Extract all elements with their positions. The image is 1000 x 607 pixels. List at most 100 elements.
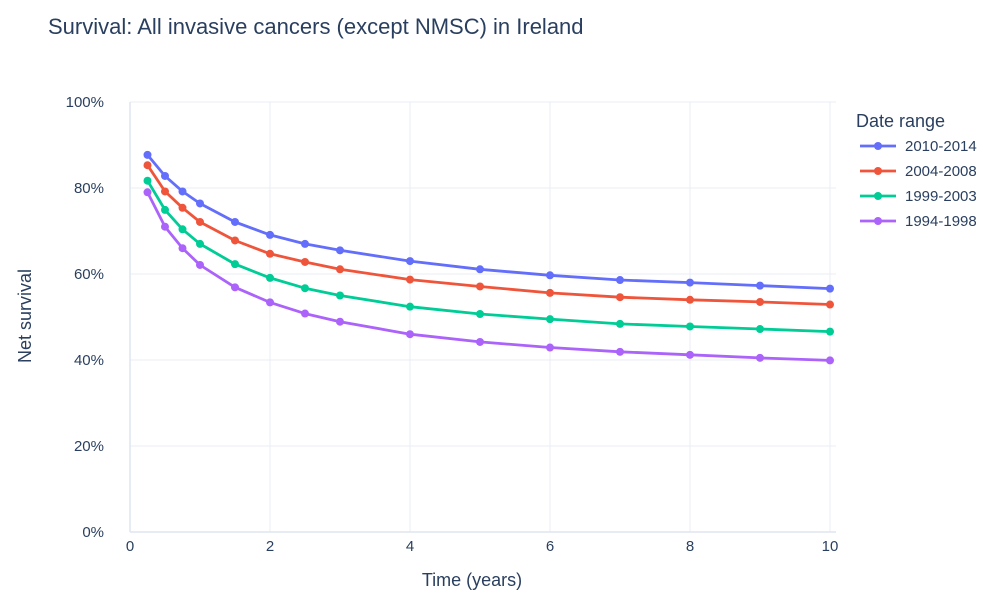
data-point[interactable] — [406, 275, 414, 284]
data-point[interactable] — [266, 249, 274, 258]
data-point[interactable] — [178, 187, 187, 196]
data-point[interactable] — [178, 203, 187, 212]
data-point[interactable] — [546, 288, 554, 297]
data-point[interactable] — [826, 300, 834, 309]
data-point[interactable] — [686, 350, 694, 359]
data-point[interactable] — [301, 257, 309, 266]
y-tick-label: 0% — [82, 524, 104, 541]
legend-item[interactable]: 1994-1998 — [860, 213, 977, 230]
data-point[interactable] — [546, 343, 554, 352]
x-tick-label: 6 — [546, 538, 554, 555]
x-tick-label: 8 — [686, 538, 694, 555]
data-point[interactable] — [686, 278, 694, 287]
y-tick-label: 80% — [74, 180, 104, 197]
data-point[interactable] — [301, 284, 309, 293]
data-point[interactable] — [196, 199, 204, 208]
data-point[interactable] — [143, 188, 152, 197]
data-point[interactable] — [826, 356, 834, 365]
data-point[interactable] — [266, 273, 274, 282]
data-point[interactable] — [196, 239, 204, 248]
data-point[interactable] — [143, 161, 152, 170]
x-tick-label: 4 — [406, 538, 414, 555]
data-point[interactable] — [301, 309, 309, 318]
y-tick-label: 40% — [74, 352, 104, 369]
data-point[interactable] — [178, 244, 187, 253]
data-point[interactable] — [143, 150, 152, 159]
data-point[interactable] — [231, 283, 239, 292]
series-layer — [143, 150, 834, 365]
legend-marker — [874, 217, 882, 225]
data-point[interactable] — [178, 225, 187, 234]
data-point[interactable] — [616, 347, 624, 356]
x-axis-title: Time (years) — [422, 570, 522, 590]
data-point[interactable] — [266, 298, 274, 307]
legend-label: 1994-1998 — [905, 213, 977, 230]
series-group — [143, 150, 834, 293]
data-point[interactable] — [476, 282, 484, 291]
data-point[interactable] — [756, 325, 764, 334]
data-point[interactable] — [196, 260, 204, 269]
x-tick-label: 2 — [266, 538, 274, 555]
data-point[interactable] — [476, 337, 484, 346]
y-axis-title: Net survival — [15, 269, 35, 363]
legend-items: 2010-2014 2004-2008 1999-2003 1994-1998 — [860, 138, 977, 230]
data-point[interactable] — [756, 297, 764, 306]
data-point[interactable] — [301, 239, 309, 248]
data-point[interactable] — [476, 309, 484, 318]
data-point[interactable] — [231, 236, 239, 245]
legend-marker — [874, 142, 882, 150]
data-point[interactable] — [476, 265, 484, 274]
data-point[interactable] — [616, 319, 624, 328]
data-point[interactable] — [231, 217, 239, 226]
data-point[interactable] — [161, 222, 169, 231]
legend-item[interactable]: 1999-2003 — [860, 188, 977, 205]
data-point[interactable] — [143, 176, 152, 185]
x-tick-label: 10 — [822, 538, 839, 555]
series-line — [146, 179, 832, 334]
data-point[interactable] — [546, 315, 554, 324]
data-point[interactable] — [826, 327, 834, 336]
legend-item[interactable]: 2010-2014 — [860, 138, 977, 155]
data-point[interactable] — [406, 302, 414, 311]
legend: Date range 2010-2014 2004-2008 1999-2003 19… — [856, 111, 977, 230]
y-tick-label: 100% — [66, 94, 104, 111]
legend-label: 2010-2014 — [905, 138, 977, 155]
data-point[interactable] — [196, 217, 204, 226]
data-point[interactable] — [616, 276, 624, 285]
grid-layer — [130, 101, 836, 532]
data-point[interactable] — [336, 291, 344, 300]
data-point[interactable] — [161, 171, 169, 180]
data-point[interactable] — [686, 322, 694, 331]
data-point[interactable] — [616, 293, 624, 302]
chart-title: Survival: All invasive cancers (except N… — [48, 14, 584, 39]
data-point[interactable] — [406, 330, 414, 339]
legend-item[interactable]: 2004-2008 — [860, 163, 977, 180]
y-tick-label: 60% — [74, 266, 104, 283]
series-group — [143, 176, 834, 336]
axis-layer — [129, 102, 836, 533]
data-point[interactable] — [336, 246, 344, 255]
data-point[interactable] — [826, 284, 834, 293]
data-point[interactable] — [756, 281, 764, 290]
data-point[interactable] — [406, 257, 414, 266]
data-point[interactable] — [161, 187, 169, 196]
data-point[interactable] — [231, 260, 239, 269]
legend-marker — [874, 192, 882, 200]
series-group — [143, 188, 834, 365]
data-point[interactable] — [756, 353, 764, 362]
data-point[interactable] — [686, 295, 694, 304]
y-tick-label: 20% — [74, 438, 104, 455]
series-group — [143, 161, 834, 309]
data-point[interactable] — [161, 205, 169, 214]
data-point[interactable] — [336, 317, 344, 326]
legend-marker — [874, 167, 882, 175]
series-line — [146, 190, 832, 362]
data-point[interactable] — [546, 271, 554, 280]
legend-title: Date range — [856, 111, 945, 131]
data-point[interactable] — [266, 230, 274, 239]
data-point[interactable] — [336, 265, 344, 274]
tick-layer: 0% 20% 40% 60% 80% 100% 0 2 4 6 8 10 — [66, 94, 839, 555]
legend-label: 2004-2008 — [905, 163, 977, 180]
